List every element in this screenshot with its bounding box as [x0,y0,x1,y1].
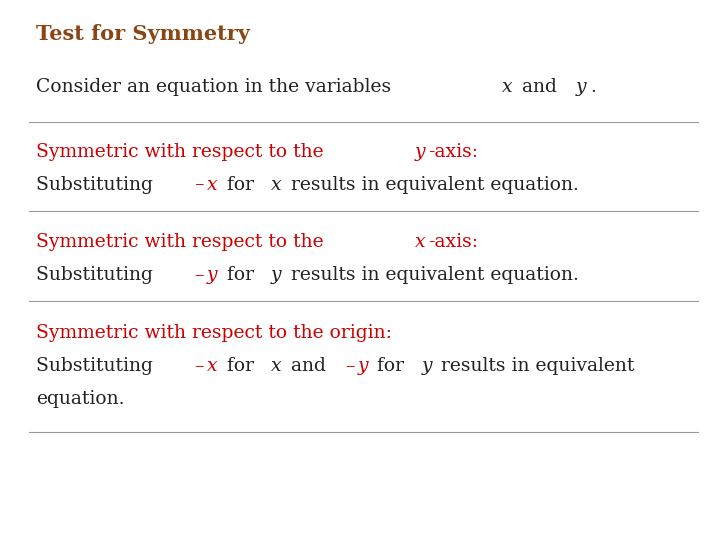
Text: x: x [207,357,217,375]
Text: y: y [207,266,217,284]
Text: y: y [271,266,282,284]
Text: –: – [345,357,354,375]
Text: and: and [284,357,331,375]
Text: x: x [415,233,426,251]
Text: Symmetric with respect to the origin:: Symmetric with respect to the origin: [36,324,392,342]
Text: y: y [357,357,368,375]
Text: results in equivalent equation.: results in equivalent equation. [284,176,578,193]
Text: -axis:: -axis: [428,143,479,161]
Text: and: and [516,78,562,96]
Text: .: . [590,78,595,96]
Text: Symmetric with respect to the: Symmetric with respect to the [36,233,330,251]
Text: Symmetric with respect to the: Symmetric with respect to the [36,143,330,161]
Text: -axis:: -axis: [428,233,479,251]
Text: –: – [194,266,204,284]
Text: equation.: equation. [36,390,125,408]
Text: Substituting: Substituting [36,266,159,284]
Text: results in equivalent equation.: results in equivalent equation. [284,266,578,284]
Text: y: y [421,357,432,375]
Text: y: y [415,143,426,161]
Text: x: x [502,78,513,96]
Text: results in equivalent: results in equivalent [435,357,634,375]
Text: x: x [271,357,282,375]
Text: Substituting: Substituting [36,176,159,193]
Text: for: for [371,357,410,375]
Text: for: for [220,176,259,193]
Text: for: for [220,266,259,284]
Text: x: x [271,176,282,193]
Text: Consider an equation in the variables: Consider an equation in the variables [36,78,397,96]
Text: x: x [207,176,217,193]
Text: –: – [194,176,204,193]
Text: Substituting: Substituting [36,357,159,375]
Text: –: – [194,357,204,375]
Text: for: for [220,357,259,375]
Text: Test for Symmetry: Test for Symmetry [36,24,250,44]
Text: y: y [576,78,587,96]
